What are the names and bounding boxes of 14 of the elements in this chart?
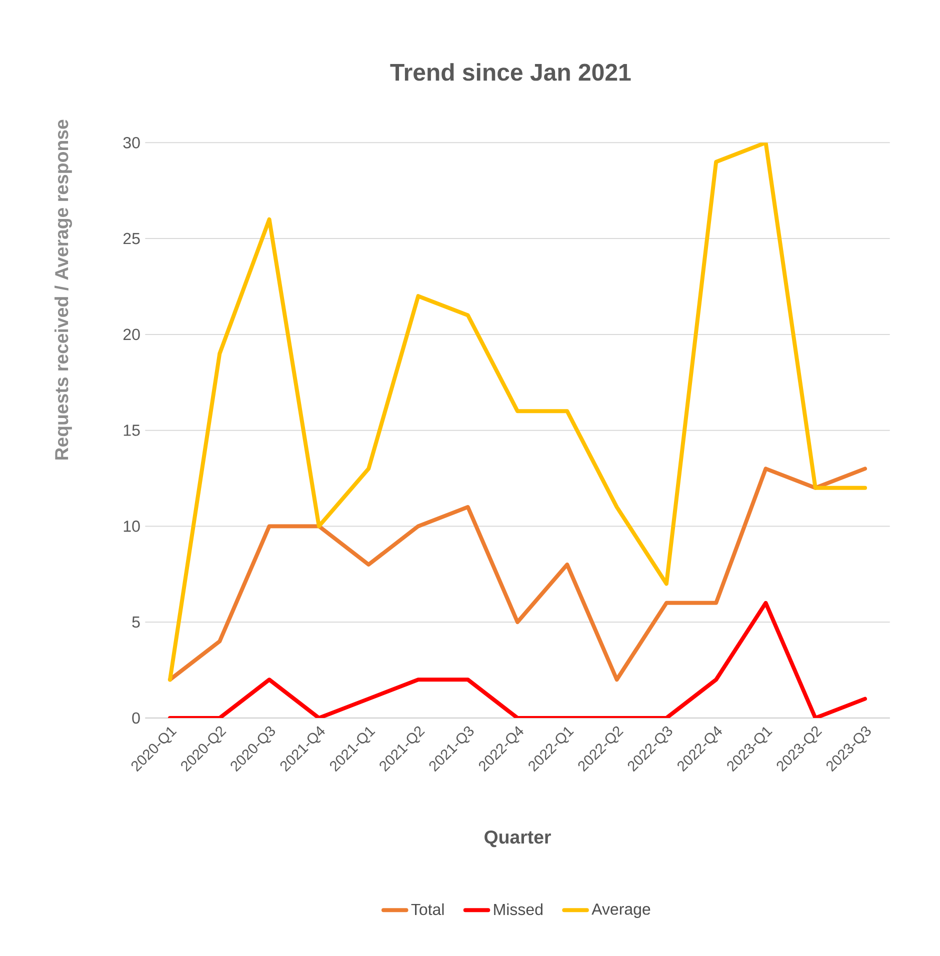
- y-tick-label: 20: [123, 328, 140, 340]
- y-tick-label: 10: [124, 520, 140, 532]
- chart-title: Trend since Jan 2021: [390, 63, 631, 81]
- y-tick-label: 0: [132, 712, 140, 724]
- y-tick-label: 30: [123, 137, 140, 148]
- legend-label: Total: [411, 903, 444, 916]
- y-tick-label: 15: [124, 424, 140, 436]
- y-tick-label: 5: [132, 616, 140, 628]
- y-tick-label: 25: [123, 232, 140, 244]
- legend-label: Average: [592, 904, 650, 918]
- y-axis-title: Requests received / Average response: [54, 120, 72, 460]
- line-series: [168, 142, 868, 682]
- x-axis-title: Quarter: [484, 830, 551, 848]
- legend-label: Missed: [494, 903, 542, 916]
